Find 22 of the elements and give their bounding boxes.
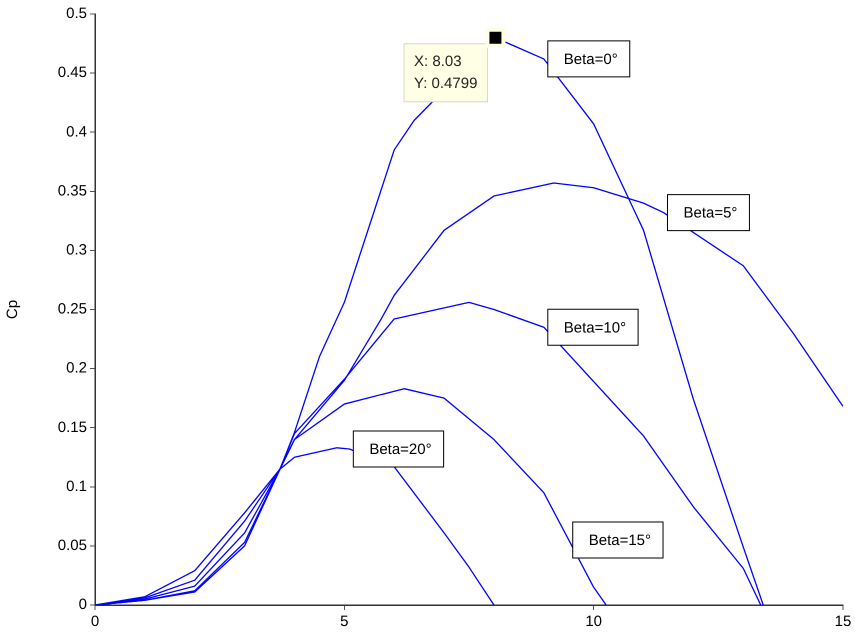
- y-tick-label: 0.5: [66, 5, 87, 22]
- annotation: Beta=0°: [564, 51, 618, 68]
- x-tick-label: 10: [585, 613, 602, 630]
- y-tick-label: 0.15: [58, 418, 87, 436]
- annotation: Beta=10°: [564, 319, 626, 336]
- annotation: Beta=20°: [369, 441, 432, 458]
- y-tick-label: 0.35: [58, 182, 87, 200]
- x-tick-label: 0: [90, 613, 100, 630]
- y-axis-title: Cp: [4, 300, 22, 320]
- y-tick-label: 0.45: [58, 64, 87, 82]
- annotation: Beta=15°: [588, 532, 652, 550]
- x-tick-label: 15: [834, 613, 852, 630]
- x-tick-label: 5: [340, 613, 349, 630]
- annotation: X: 8.03 Y: 0.4799: [414, 52, 478, 92]
- annotation: Beta=5°: [683, 204, 738, 222]
- y-tick-label: 0.25: [58, 300, 87, 318]
- y-tick-label: 0.2: [66, 360, 87, 377]
- y-tick-label: 0: [78, 596, 87, 614]
- y-tick-label: 0.4: [66, 123, 87, 140]
- y-tick-label: 0.3: [66, 242, 87, 259]
- y-tick-label: 0.05: [58, 537, 87, 554]
- y-tick-label: 0.1: [66, 478, 87, 495]
